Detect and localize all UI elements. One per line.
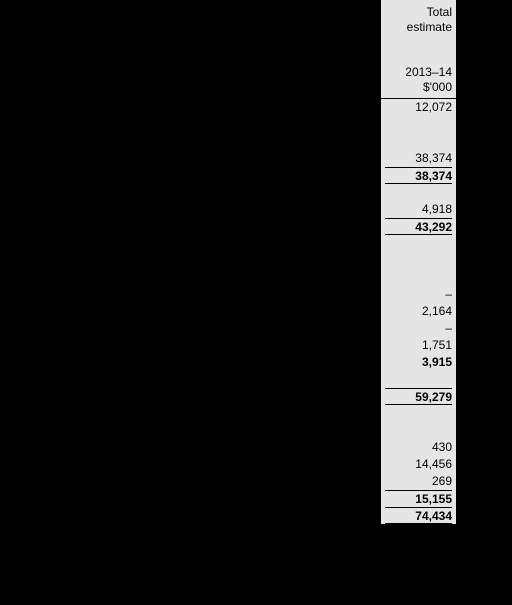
table-cell: 430 <box>385 439 452 456</box>
table-cell: 74,434 <box>385 507 452 524</box>
header-line-title2: estimate <box>385 20 452 35</box>
header-blank <box>385 35 452 50</box>
table-cell: 14,456 <box>385 456 452 473</box>
column-values: 12,072 38,37438,374 4,91843,292 –2,164–1… <box>380 99 457 524</box>
table-cell <box>385 405 452 422</box>
table-cell <box>385 116 452 133</box>
table-column: Total estimate 2013–14 $'000 12,072 38,3… <box>380 0 457 524</box>
table-cell: – <box>385 286 452 303</box>
page: Total estimate 2013–14 $'000 12,072 38,3… <box>0 0 512 605</box>
table-cell: 1,751 <box>385 337 452 354</box>
header-year: 2013–14 <box>385 65 452 80</box>
header-blank2 <box>385 50 452 65</box>
header-line-title1: Total <box>385 5 452 20</box>
table-cell: – <box>385 320 452 337</box>
table-cell <box>385 269 452 286</box>
table-cell <box>385 235 452 252</box>
table-cell <box>385 133 452 150</box>
table-cell: 2,164 <box>385 303 452 320</box>
table-cell <box>385 371 452 388</box>
table-cell: 269 <box>385 473 452 490</box>
header-unit: $'000 <box>385 80 452 95</box>
table-cell: 38,374 <box>385 150 452 167</box>
table-cell: 12,072 <box>385 99 452 116</box>
table-cell <box>385 252 452 269</box>
table-cell: 43,292 <box>385 218 452 235</box>
table-cell <box>385 422 452 439</box>
table-cell: 15,155 <box>385 490 452 507</box>
column-header: Total estimate 2013–14 $'000 <box>380 0 457 99</box>
table-cell: 4,918 <box>385 201 452 218</box>
table-cell: 38,374 <box>385 167 452 184</box>
table-cell: 3,915 <box>385 354 452 371</box>
table-cell <box>385 184 452 201</box>
table-cell: 59,279 <box>385 388 452 405</box>
